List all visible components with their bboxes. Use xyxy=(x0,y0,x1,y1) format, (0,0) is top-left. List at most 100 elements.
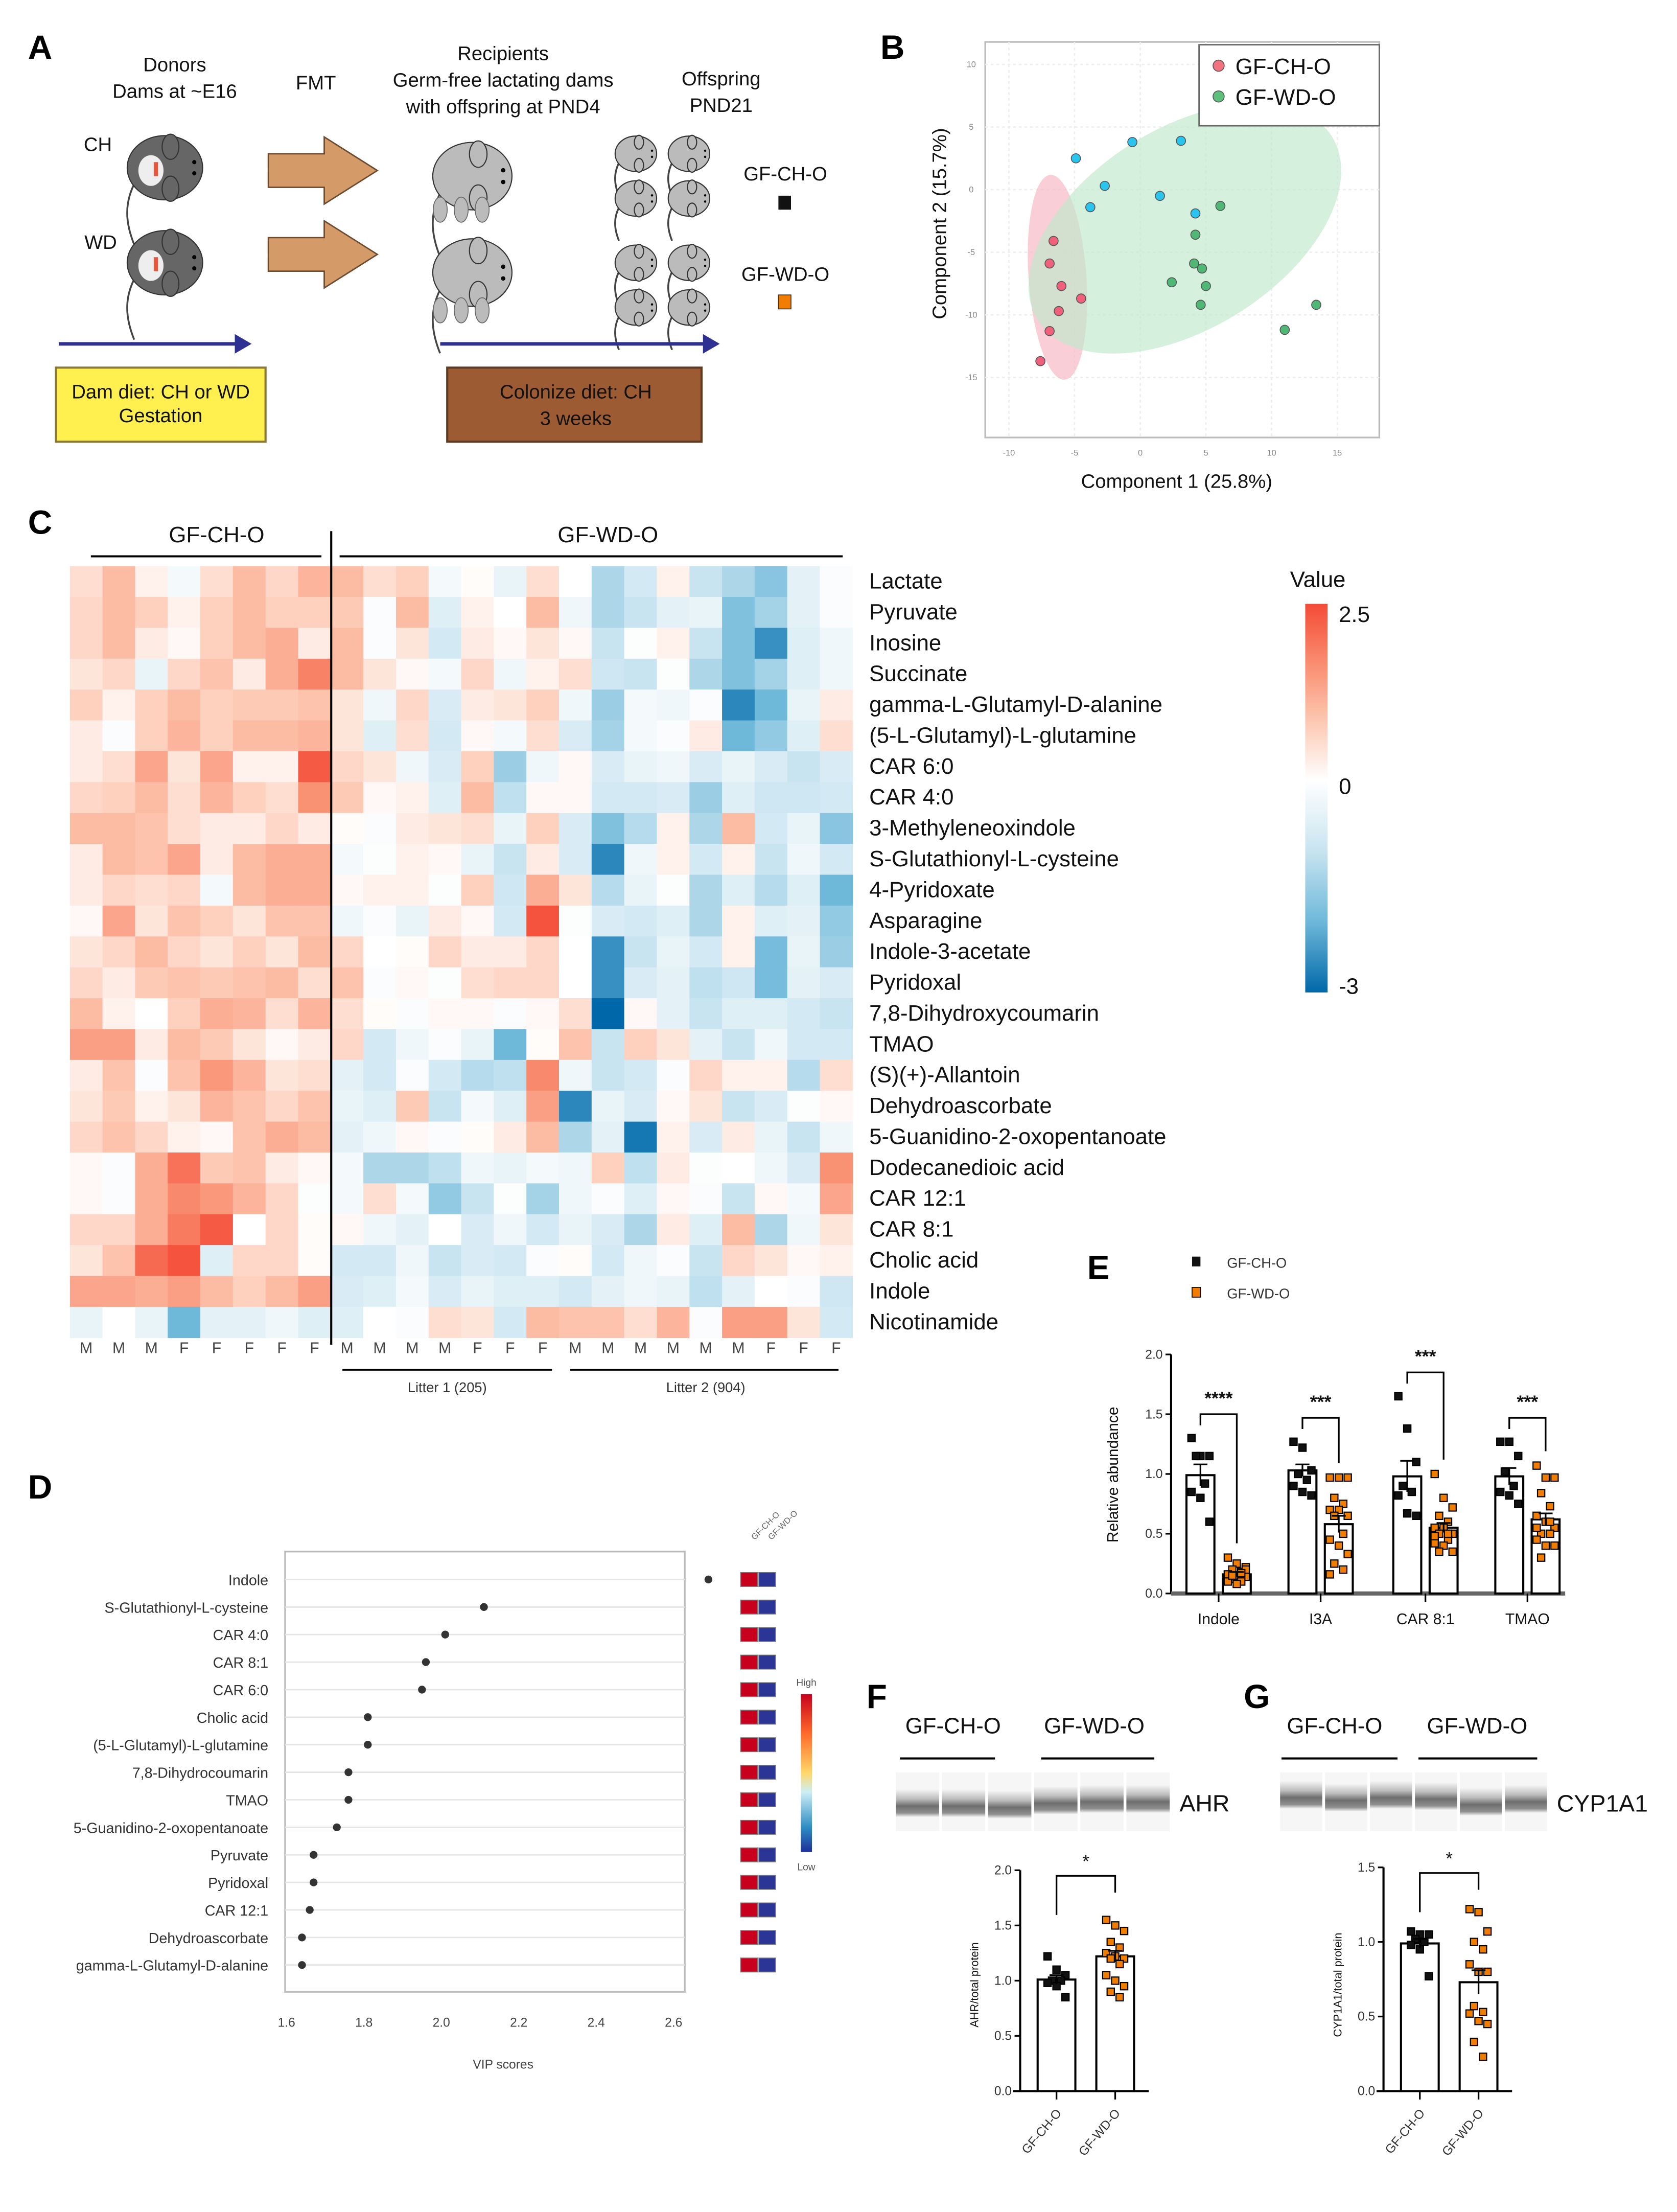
heatmap-cell xyxy=(591,1245,625,1277)
heatmap-cell xyxy=(689,844,723,875)
heatmap-cell xyxy=(232,1029,266,1061)
heatmap-cell xyxy=(102,813,136,844)
y-tick-label: 0.0 xyxy=(1358,2085,1375,2099)
heatmap-cell xyxy=(689,813,723,844)
legend-marker-ch xyxy=(1192,1256,1201,1266)
legend-box xyxy=(1198,44,1380,127)
heatmap-cell xyxy=(395,689,429,721)
x-tick-label: 1.8 xyxy=(355,2016,372,2030)
y-axis-label: Component 2 (15.7%) xyxy=(929,128,951,319)
vip-point xyxy=(306,1906,314,1914)
heatmap-cell xyxy=(754,1029,788,1061)
heatmap-cell xyxy=(722,566,755,597)
heatmap-cell xyxy=(754,813,788,844)
mouse-ear xyxy=(634,243,644,259)
heatmap-cell xyxy=(591,566,625,597)
heatmap-cell xyxy=(689,689,723,721)
heatmap-cell xyxy=(657,782,690,814)
blot-band xyxy=(1034,1786,1078,1814)
heatmap-cell xyxy=(591,1059,625,1092)
sex-label: M xyxy=(569,1340,581,1356)
heatmap-cell xyxy=(102,1306,136,1339)
heatmap-cell xyxy=(591,874,625,906)
heatmap-cell xyxy=(331,844,364,875)
heatmap-cell xyxy=(820,998,853,1030)
relative-level-cell xyxy=(740,1875,758,1890)
heatmap-cell xyxy=(591,782,625,814)
heatmap-cell xyxy=(168,751,201,783)
heatmap-cell xyxy=(200,1029,234,1061)
heatmap-cell xyxy=(494,1029,527,1061)
relative-level-cell xyxy=(740,1627,758,1642)
relative-level-cell xyxy=(758,1847,776,1862)
heatmap-cell xyxy=(494,1245,527,1277)
row-label: S-Glutathionyl-L-cysteine xyxy=(869,846,1119,871)
heatmap-cell xyxy=(624,1306,658,1339)
heatmap-cell xyxy=(331,936,364,968)
mouse-eye xyxy=(650,264,654,267)
heatmap-cell xyxy=(102,628,136,659)
column-group-label: GF-WD-O xyxy=(557,522,658,547)
heatmap-cell xyxy=(298,1245,332,1277)
data-point xyxy=(1430,1469,1439,1479)
heatmap-cell xyxy=(168,1245,201,1277)
relative-level-cell xyxy=(740,1847,758,1862)
data-point xyxy=(1412,1458,1420,1466)
heatmap-cell xyxy=(787,658,821,690)
heatmap-cell xyxy=(135,1059,169,1092)
heatmap-cell xyxy=(168,844,201,875)
heatmap-cell xyxy=(494,566,527,597)
significance-bracket xyxy=(1199,1413,1238,1543)
data-point xyxy=(1425,1930,1433,1939)
heatmap-cell xyxy=(461,782,495,814)
heatmap-cell xyxy=(722,720,755,752)
heatmap-cell xyxy=(200,905,234,937)
heatmap-cell xyxy=(787,1183,821,1215)
heatmap-cell xyxy=(754,1059,788,1092)
heatmap-cell xyxy=(657,874,690,906)
data-point xyxy=(1483,1967,1492,1976)
heatmap-cell xyxy=(526,813,560,844)
heatmap-cell xyxy=(494,1152,527,1184)
heatmap-cell xyxy=(689,1245,723,1277)
data-point xyxy=(1505,1491,1513,1500)
heatmap-cell xyxy=(559,1091,592,1122)
heatmap-cell xyxy=(69,1306,103,1339)
heatmap-cell xyxy=(494,1121,527,1153)
heatmap-cell xyxy=(331,1306,364,1339)
heatmap-cell xyxy=(428,1276,462,1307)
heatmap-cell xyxy=(820,967,853,999)
heatmap-cell xyxy=(722,782,755,814)
data-point xyxy=(1120,1981,1129,1991)
heatmap-cell xyxy=(559,597,592,629)
heatmap-cell xyxy=(559,720,592,752)
heatmap-cell xyxy=(298,782,332,814)
mouse-eye xyxy=(501,168,506,173)
vip-point xyxy=(480,1603,488,1611)
row-label: CAR 8:1 xyxy=(869,1217,953,1242)
heatmap-cell xyxy=(494,1183,527,1215)
relative-level-cell xyxy=(758,1930,776,1945)
heatmap-cell xyxy=(787,1121,821,1153)
heatmap-cell xyxy=(298,597,332,629)
heatmap-cell xyxy=(395,658,429,690)
data-point xyxy=(1102,1971,1111,1979)
heatmap-cell xyxy=(395,1091,429,1122)
heatmap-cell xyxy=(428,936,462,968)
heatmap-cell xyxy=(265,1091,299,1122)
heatmap-cell xyxy=(526,1091,560,1122)
heatmap-cell xyxy=(395,1059,429,1092)
heatmap-cell xyxy=(135,751,169,783)
relative-level-cell xyxy=(758,1957,776,1973)
mouse-ear xyxy=(687,243,697,259)
heatmap-cell xyxy=(689,905,723,937)
data-point xyxy=(1532,1511,1541,1520)
heatmap-cell xyxy=(168,967,201,999)
heatmap-cell xyxy=(722,1091,755,1122)
relative-level-cell xyxy=(758,1599,776,1615)
heatmap-cell xyxy=(363,1091,397,1122)
heatmap-cell xyxy=(722,658,755,690)
y-tick-label: 0.5 xyxy=(1145,1527,1162,1541)
heatmap-cell xyxy=(395,936,429,968)
heatmap-cell xyxy=(428,874,462,906)
